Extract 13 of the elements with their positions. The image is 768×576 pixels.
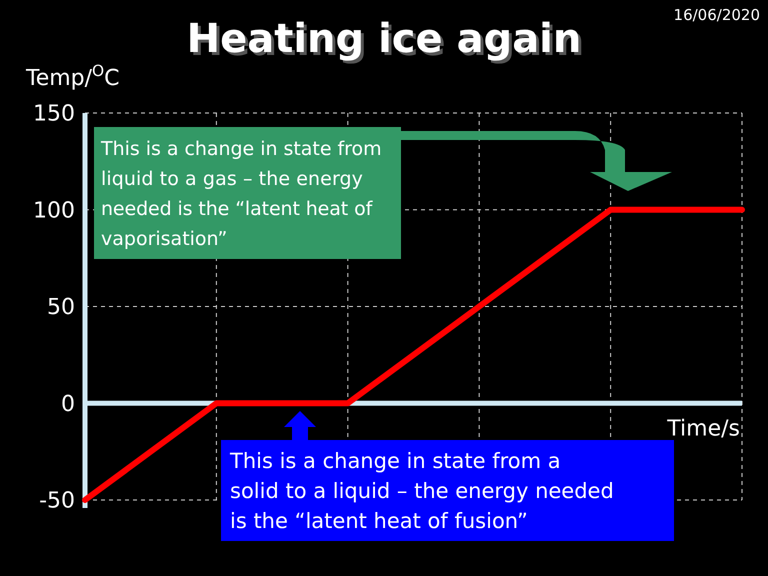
callout-box: This is a change in state from liquid to a gas – the energy needed is the “latent heat of vaporisation” bbox=[94, 127, 401, 259]
annotation: This is a change in state from liquid to a gas – the energy needed is the “latent heat of vaporisation” bbox=[100, 138, 382, 250]
text: 16/06/2020 bbox=[674, 6, 760, 24]
y-tick-label: 50 bbox=[47, 295, 75, 320]
callout-box: This is a change in state from a solid to a liquid – the energy needed is the “latent heat of fusion” bbox=[221, 440, 674, 541]
x-axis-title: Time/s bbox=[666, 416, 740, 442]
y-tick-label: -50 bbox=[39, 488, 75, 514]
y-axis-title: Temp/$^{O}$C bbox=[25, 62, 120, 91]
y-tick-label: 150 bbox=[33, 102, 75, 127]
chart-title: Heating ice again bbox=[190, 19, 584, 65]
y-tick-label: 100 bbox=[33, 198, 75, 224]
y-tick-label: 0 bbox=[61, 392, 75, 417]
annotation: This is a change in state from a solid to a liquid – the energy needed is the “latent heat of fusion” bbox=[229, 449, 614, 533]
